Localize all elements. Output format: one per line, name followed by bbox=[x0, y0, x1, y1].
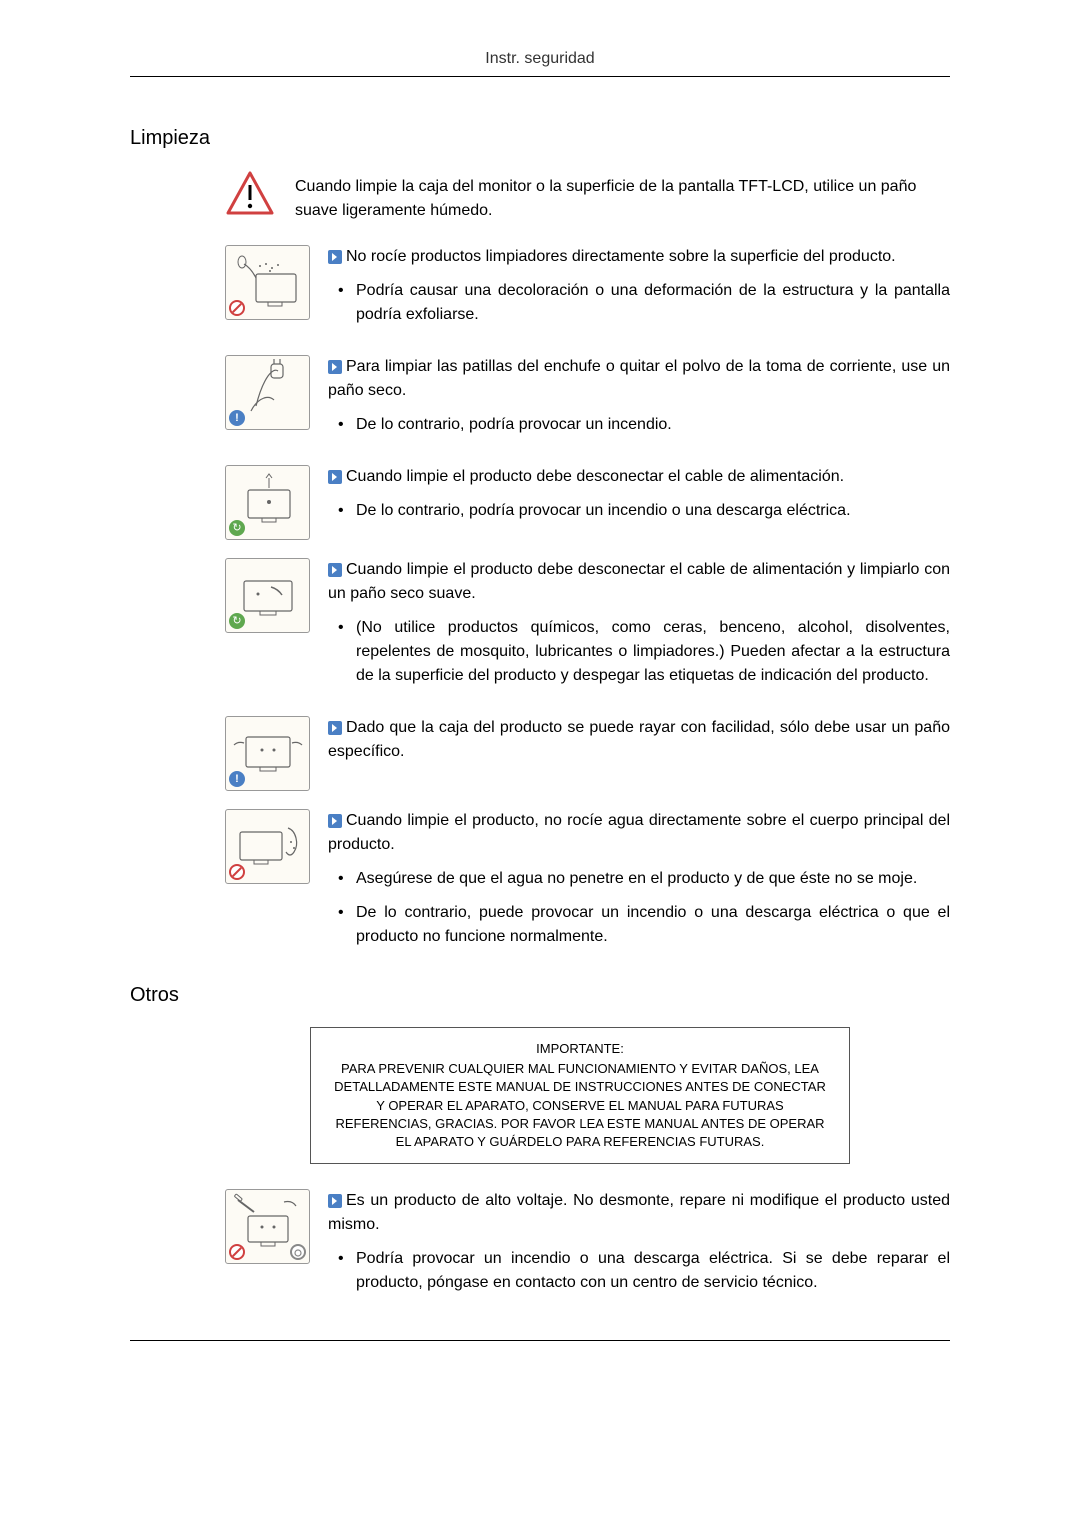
safety-item: ! Dado que la caja del producto se puede… bbox=[225, 716, 950, 791]
item-text: Para limpiar las patillas del enchufe o … bbox=[328, 355, 950, 403]
wipe-icon: ↻ bbox=[225, 558, 310, 633]
bullet-item: De lo contrario, podría provocar un ince… bbox=[328, 499, 950, 523]
safety-item: No rocíe productos limpiadores directame… bbox=[225, 245, 950, 337]
importante-text: PARA PREVENIR CUALQUIER MAL FUNCIONAMIEN… bbox=[331, 1060, 829, 1151]
spray-icon bbox=[225, 245, 310, 320]
plug-clean-icon: ! bbox=[225, 355, 310, 430]
info-badge: ! bbox=[229, 771, 245, 787]
importante-title: IMPORTANTE: bbox=[331, 1040, 829, 1058]
section-limpieza-title: Limpieza bbox=[130, 127, 950, 150]
arrow-icon bbox=[328, 814, 342, 828]
intro-text: Cuando limpie la caja del monitor o la s… bbox=[295, 170, 950, 223]
action-badge: ↻ bbox=[229, 613, 245, 629]
unplug-icon: ↻ bbox=[225, 465, 310, 540]
no-disassemble-icon bbox=[225, 1189, 310, 1264]
arrow-icon bbox=[328, 470, 342, 484]
arrow-icon bbox=[328, 563, 342, 577]
arrow-icon bbox=[328, 721, 342, 735]
arrow-icon bbox=[328, 360, 342, 374]
tool-badge bbox=[290, 1244, 306, 1260]
footer-divider bbox=[130, 1340, 950, 1341]
item-text: Cuando limpie el producto, no rocíe agua… bbox=[328, 809, 950, 857]
no-water-icon bbox=[225, 809, 310, 884]
cloth-icon: ! bbox=[225, 716, 310, 791]
bullet-item: (No utilice productos químicos, como cer… bbox=[328, 616, 950, 688]
action-badge: ↻ bbox=[229, 520, 245, 536]
arrow-icon bbox=[328, 1194, 342, 1208]
bullet-item: Podría causar una decoloración o una def… bbox=[328, 279, 950, 327]
item-text: Cuando limpie el producto debe desconect… bbox=[328, 465, 950, 489]
safety-item: Cuando limpie el producto, no rocíe agua… bbox=[225, 809, 950, 959]
item-text: Dado que la caja del producto se puede r… bbox=[328, 716, 950, 764]
prohibit-badge bbox=[229, 1244, 245, 1260]
prohibit-badge bbox=[229, 300, 245, 316]
warning-icon bbox=[225, 170, 275, 220]
bullet-item: De lo contrario, podría provocar un ince… bbox=[328, 413, 950, 437]
safety-item: ↻ Cuando limpie el producto debe descone… bbox=[225, 465, 950, 540]
bullet-item: Asegúrese de que el agua no penetre en e… bbox=[328, 867, 950, 891]
item-text: Cuando limpie el producto debe desconect… bbox=[328, 558, 950, 606]
item-text: No rocíe productos limpiadores directame… bbox=[328, 245, 950, 269]
prohibit-badge bbox=[229, 864, 245, 880]
page-header: Instr. seguridad bbox=[130, 50, 950, 77]
safety-item: ! Para limpiar las patillas del enchufe … bbox=[225, 355, 950, 447]
info-badge: ! bbox=[229, 410, 245, 426]
bullet-item: De lo contrario, puede provocar un incen… bbox=[328, 901, 950, 949]
safety-item: ↻ Cuando limpie el producto debe descone… bbox=[225, 558, 950, 698]
item-text: Es un producto de alto voltaje. No desmo… bbox=[328, 1189, 950, 1237]
importante-notice: IMPORTANTE: PARA PREVENIR CUALQUIER MAL … bbox=[310, 1027, 850, 1164]
safety-item: Es un producto de alto voltaje. No desmo… bbox=[225, 1189, 950, 1305]
arrow-icon bbox=[328, 250, 342, 264]
bullet-item: Podría provocar un incendio o una descar… bbox=[328, 1247, 950, 1295]
section-otros-title: Otros bbox=[130, 984, 950, 1007]
